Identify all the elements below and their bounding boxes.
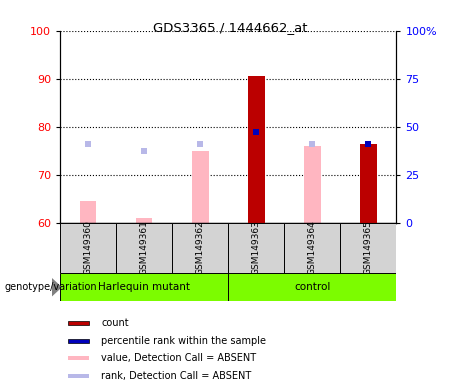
Bar: [248, 76, 265, 223]
Bar: [80, 201, 96, 223]
Text: percentile rank within the sample: percentile rank within the sample: [101, 336, 266, 346]
Bar: [304, 146, 321, 223]
Text: value, Detection Call = ABSENT: value, Detection Call = ABSENT: [101, 353, 256, 363]
Text: GSM149361: GSM149361: [140, 220, 148, 275]
Bar: [68, 356, 89, 360]
Bar: [228, 223, 284, 273]
Text: Harlequin mutant: Harlequin mutant: [98, 282, 190, 292]
Bar: [340, 223, 396, 273]
Bar: [228, 273, 396, 301]
Text: count: count: [101, 318, 129, 328]
Text: GSM149365: GSM149365: [364, 220, 373, 275]
Bar: [172, 223, 228, 273]
Text: rank, Detection Call = ABSENT: rank, Detection Call = ABSENT: [101, 371, 251, 381]
Text: GSM149360: GSM149360: [83, 220, 93, 275]
Bar: [68, 339, 89, 343]
Text: GSM149364: GSM149364: [308, 220, 317, 275]
Text: GSM149362: GSM149362: [195, 220, 205, 275]
Text: control: control: [294, 282, 331, 292]
Text: GDS3365 / 1444662_at: GDS3365 / 1444662_at: [153, 21, 308, 34]
Bar: [284, 223, 340, 273]
Bar: [60, 273, 228, 301]
Polygon shape: [52, 278, 62, 296]
Text: genotype/variation: genotype/variation: [5, 282, 97, 292]
Bar: [60, 223, 116, 273]
Bar: [116, 223, 172, 273]
Bar: [136, 218, 153, 223]
Text: GSM149363: GSM149363: [252, 220, 261, 275]
Bar: [192, 151, 208, 223]
Bar: [68, 374, 89, 378]
Bar: [68, 321, 89, 325]
Bar: [360, 144, 377, 223]
